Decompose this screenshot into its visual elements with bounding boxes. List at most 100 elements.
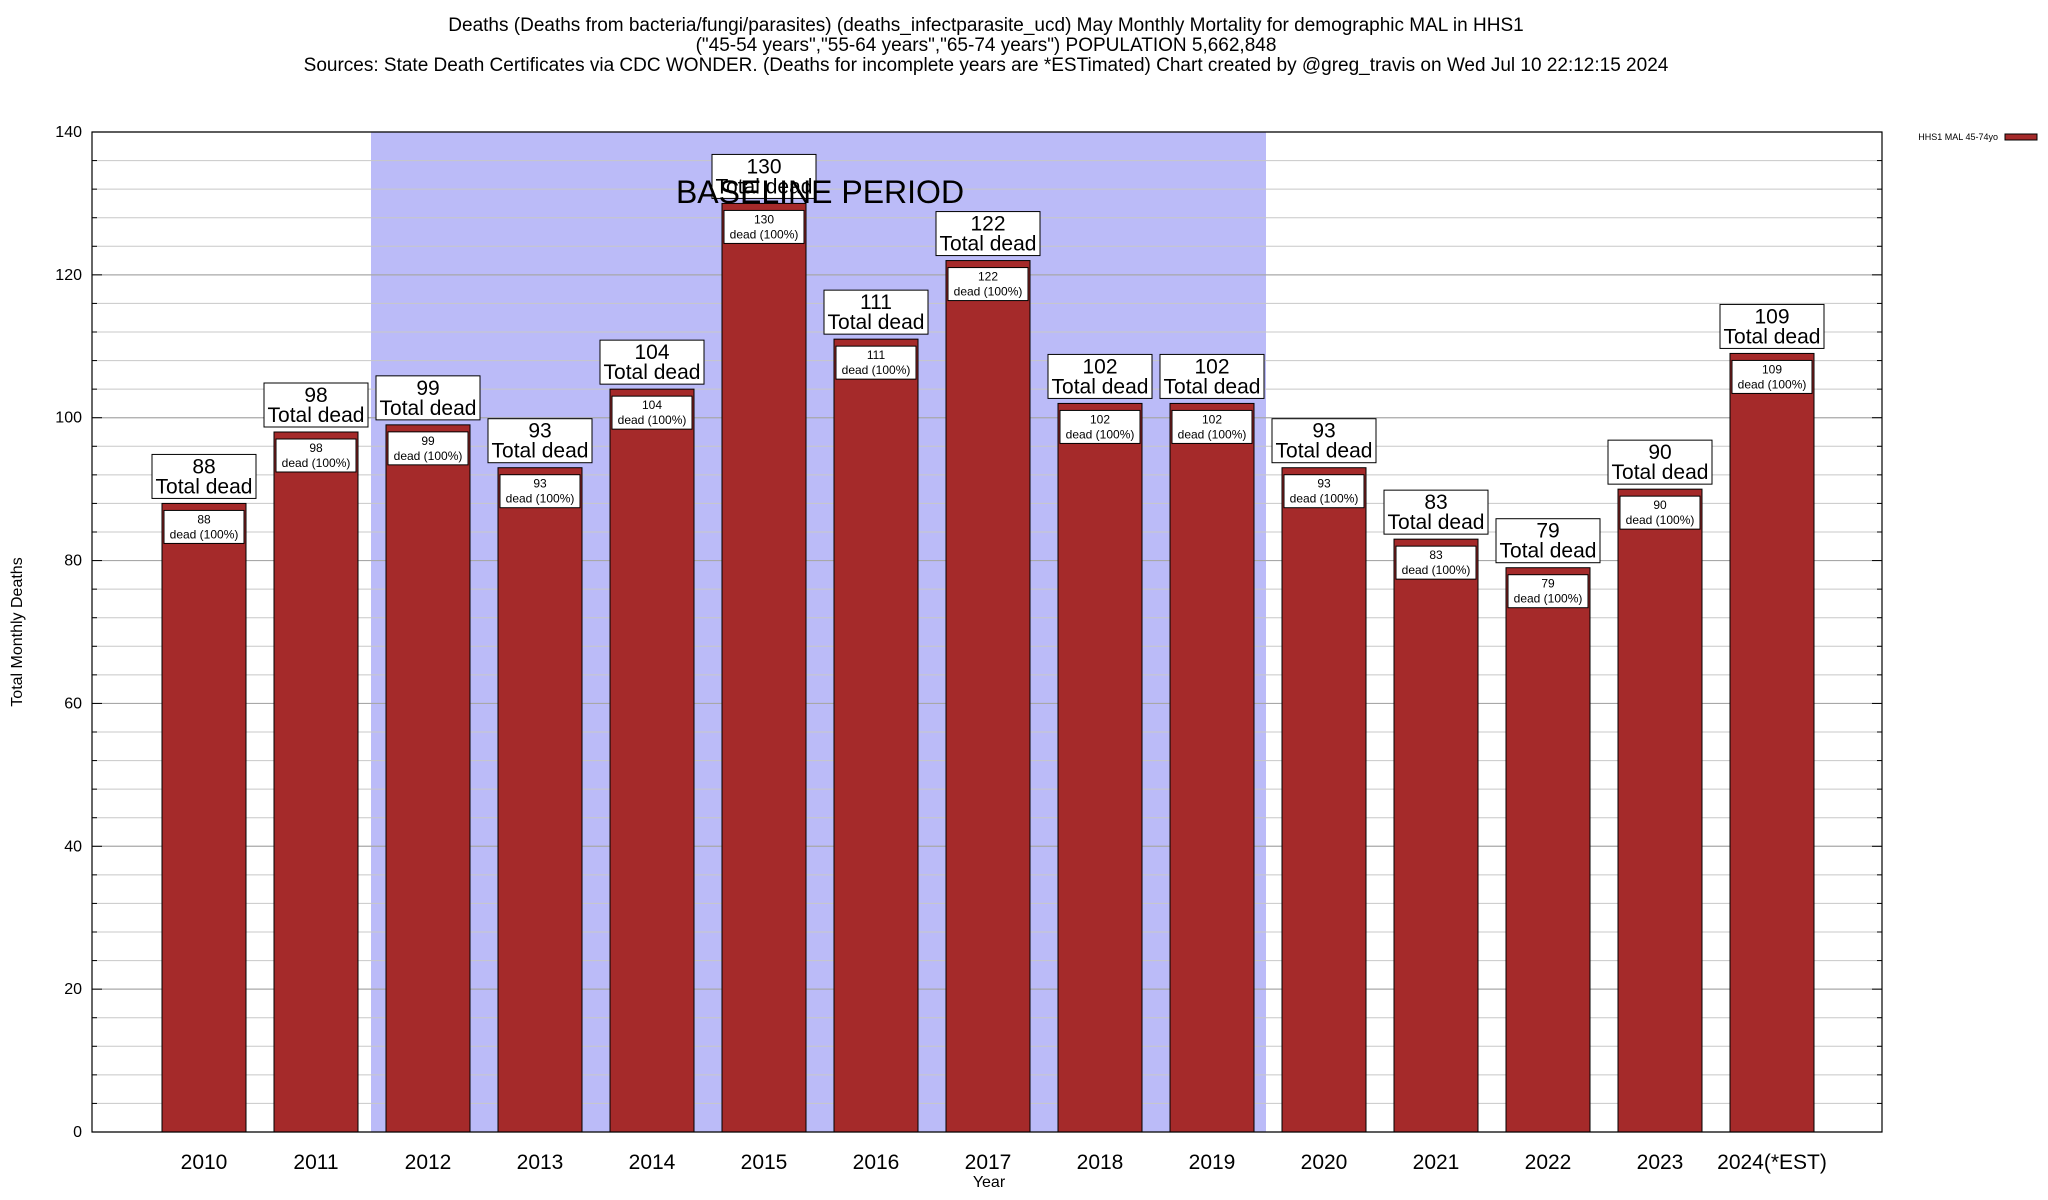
- bar-2016: [833, 338, 919, 1133]
- bar-2022: [1505, 567, 1591, 1133]
- inner-label-text: dead (100%): [1626, 513, 1695, 527]
- total-label-value: 111: [860, 291, 892, 314]
- x-tick-label: 2010: [181, 1151, 228, 1174]
- total-label-text: Total dead: [1388, 511, 1485, 534]
- total-label-value: 93: [1312, 420, 1335, 443]
- x-tick-label: 2019: [1189, 1151, 1236, 1174]
- baseline-period-label: BASELINE PERIOD: [676, 174, 964, 210]
- inner-label-value: 93: [533, 477, 547, 491]
- x-tick-label: 2011: [293, 1151, 338, 1174]
- total-label-text: Total dead: [1276, 440, 1373, 463]
- x-tick-label: 2016: [853, 1151, 900, 1174]
- x-tick-label: 2014: [629, 1151, 676, 1174]
- x-tick-label: 2022: [1525, 1151, 1572, 1174]
- total-label-text: Total dead: [716, 175, 813, 198]
- total-label-box: [1719, 303, 1825, 349]
- bar-2017: [945, 260, 1031, 1133]
- inner-label-box: [835, 345, 917, 380]
- inner-label-value: 83: [1429, 548, 1443, 562]
- total-label-box: [599, 339, 705, 385]
- x-tick-label: 2015: [741, 1151, 788, 1174]
- total-label-text: Total dead: [1500, 540, 1597, 563]
- bar-2020: [1281, 467, 1367, 1133]
- total-label-text: Total dead: [1724, 325, 1821, 348]
- inner-label-value: 98: [309, 441, 323, 455]
- chart-title-line-2: ("45-54 years","55-64 years","65-74 year…: [696, 35, 1277, 56]
- total-label-value: 130: [746, 155, 781, 178]
- total-label-text: Total dead: [1612, 461, 1709, 484]
- inner-label-box: [275, 438, 357, 473]
- total-label-value: 99: [416, 377, 439, 400]
- bars: [161, 202, 1815, 1133]
- inner-label-value: 102: [1090, 412, 1110, 426]
- inner-label-text: dead (100%): [506, 492, 575, 506]
- x-tick-label: 2012: [405, 1151, 452, 1174]
- inner-label-text: dead (100%): [1402, 563, 1471, 577]
- x-tick-label: 2018: [1077, 1151, 1124, 1174]
- y-tick-label: 120: [55, 267, 82, 284]
- bar-2015: [721, 202, 807, 1133]
- inner-label-value: 130: [754, 212, 774, 226]
- inner-label-text: dead (100%): [1178, 427, 1247, 441]
- total-label-box: [1607, 439, 1713, 485]
- total-label-value: 122: [970, 213, 1005, 236]
- y-tick-label: 0: [73, 1124, 82, 1141]
- inner-label-value: 90: [1653, 498, 1667, 512]
- total-label-box: [1047, 353, 1153, 399]
- total-label-box: [487, 418, 593, 464]
- total-label-text: Total dead: [156, 475, 253, 498]
- total-label-value: 102: [1194, 355, 1229, 378]
- total-label-text: Total dead: [1164, 375, 1261, 398]
- total-label-box: [151, 453, 257, 499]
- bar-2013: [497, 467, 583, 1133]
- total-label-box: [823, 289, 929, 335]
- inner-label-text: dead (100%): [730, 227, 799, 241]
- inner-label-text: dead (100%): [282, 456, 351, 470]
- total-label-value: 102: [1082, 355, 1117, 378]
- total-label-text: Total dead: [1052, 375, 1149, 398]
- x-tick-label: 2013: [517, 1151, 564, 1174]
- x-tick-label: 2017: [965, 1151, 1012, 1174]
- total-label-box: [375, 375, 481, 421]
- chart-title-line-1: Deaths (Deaths from bacteria/fungi/paras…: [448, 15, 1523, 36]
- legend-label: HHS1 MAL 45-74yo: [1918, 132, 1998, 142]
- x-tick-label: 2021: [1413, 1151, 1460, 1174]
- inner-label-text: dead (100%): [1738, 377, 1807, 391]
- inner-label-text: dead (100%): [1066, 427, 1135, 441]
- inner-label-box: [947, 267, 1029, 302]
- total-label-box: [1271, 418, 1377, 464]
- inner-label-value: 109: [1762, 362, 1782, 376]
- y-tick-label: 20: [64, 981, 82, 998]
- chart-title: Deaths (Deaths from bacteria/fungi/paras…: [304, 15, 1669, 76]
- inner-label-value: 122: [978, 270, 998, 284]
- y-tick-label: 80: [64, 553, 82, 570]
- total-label-value: 90: [1648, 441, 1671, 464]
- legend: HHS1 MAL 45-74yo: [1918, 132, 2038, 142]
- inner-label-value: 102: [1202, 412, 1222, 426]
- total-label-box: [263, 382, 369, 428]
- legend-swatch: [2004, 133, 2038, 141]
- inner-label-value: 111: [867, 348, 886, 362]
- inner-label-box: [611, 395, 693, 430]
